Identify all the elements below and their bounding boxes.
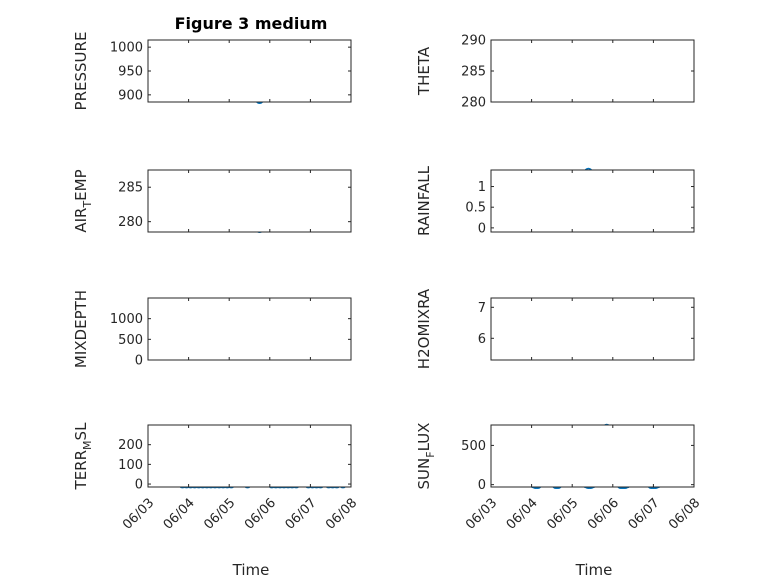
y-axis-label: MIXDEPTH xyxy=(72,290,90,368)
y-axis-label: THETA xyxy=(415,46,433,96)
y-axis-label-main: TERR xyxy=(72,450,90,491)
y-tick-label: 0 xyxy=(135,354,143,369)
y-axis-label: TERRMSL xyxy=(72,422,94,491)
y-tick-label: 7 xyxy=(478,301,486,316)
y-tick-label: 280 xyxy=(118,215,143,230)
y-tick-label: 500 xyxy=(118,333,143,348)
y-axis-label: AIRTEMP xyxy=(72,169,94,232)
axes-box xyxy=(490,169,695,233)
y-axis-label-main: MIXDEPTH xyxy=(72,290,90,368)
axes-box xyxy=(147,297,352,361)
axes-box xyxy=(490,424,695,488)
y-tick-label: 290 xyxy=(461,34,486,49)
y-tick-label: 280 xyxy=(461,96,486,111)
y-axis-label-rest: SL xyxy=(72,422,90,441)
y-tick-label: 100 xyxy=(118,458,143,473)
y-axis-label-subscript: M xyxy=(81,440,94,450)
y-axis-label-rest: EMP xyxy=(72,169,90,200)
figure-title: Figure 3 medium xyxy=(175,14,328,33)
y-axis-label-main: H2OMIXRA xyxy=(415,288,433,369)
subplot-4: 0 0.5 1 RAINFALL xyxy=(415,165,695,236)
x-axis-label-right: Time xyxy=(575,561,613,579)
y-tick-label: 950 xyxy=(118,65,143,80)
y-axis-label-main: PRESSURE xyxy=(72,32,90,111)
axes-box xyxy=(147,39,352,103)
y-axis-label: SUNFLUX xyxy=(415,423,437,490)
subplot-5: 0 500 1000 MIXDEPTH xyxy=(72,290,352,369)
y-tick-label: 285 xyxy=(118,181,143,196)
x-axis-label-left: Time xyxy=(232,561,270,579)
subplot-3: 280 285 AIRTEMP xyxy=(72,169,352,233)
y-tick-label: 200 xyxy=(118,438,143,453)
y-axis-label: RAINFALL xyxy=(415,165,433,236)
y-tick-label: 1 xyxy=(478,180,486,195)
subplot-6: 6 7 H2OMIXRA xyxy=(415,288,695,369)
y-tick-label: 500 xyxy=(461,439,486,454)
subplot-2: 280 285 290 THETA xyxy=(415,34,695,111)
y-axis-label-rest: LUX xyxy=(415,423,433,452)
axes-box xyxy=(490,297,695,361)
y-axis-label: PRESSURE xyxy=(72,32,90,111)
subplot-1: 900 950 1000 PRESSURE xyxy=(72,32,352,111)
y-axis-label-subscript: F xyxy=(424,451,437,457)
y-tick-label: 0.5 xyxy=(465,201,486,216)
y-tick-label: 285 xyxy=(461,65,486,80)
axes-box xyxy=(147,424,352,488)
y-tick-label: 0 xyxy=(478,478,486,493)
axes-box xyxy=(490,39,695,103)
y-axis-label-main: AIR xyxy=(72,208,90,233)
y-tick-label: 1000 xyxy=(110,312,143,327)
y-tick-label: 900 xyxy=(118,88,143,103)
y-tick-label: 6 xyxy=(478,332,486,347)
y-axis-label-main: THETA xyxy=(415,46,433,96)
y-tick-label: 0 xyxy=(135,478,143,493)
y-tick-label: 0 xyxy=(478,221,486,236)
y-axis-label-main: SUN xyxy=(415,458,433,490)
y-axis-label: H2OMIXRA xyxy=(415,288,433,369)
y-axis-label-subscript: T xyxy=(81,201,94,209)
y-axis-label-main: RAINFALL xyxy=(415,165,433,236)
axes-box xyxy=(147,169,352,233)
y-tick-label: 1000 xyxy=(110,41,143,56)
